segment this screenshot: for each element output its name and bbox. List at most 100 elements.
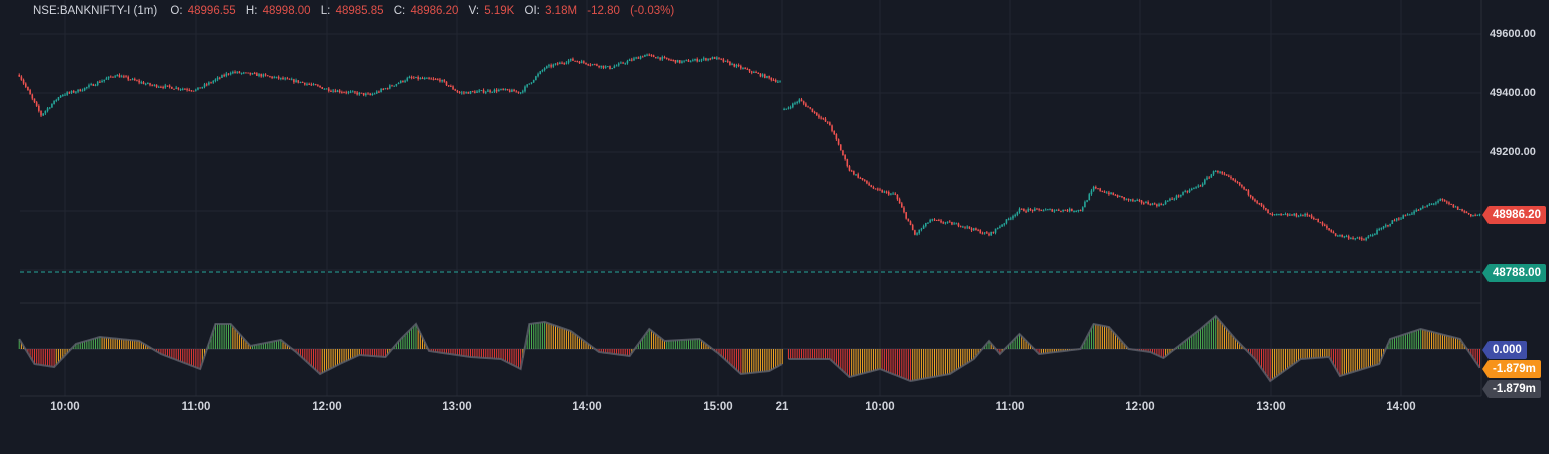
candle — [628, 58, 631, 62]
candle — [1426, 204, 1428, 208]
candle — [1428, 203, 1431, 206]
candle — [868, 181, 870, 186]
candle — [269, 75, 271, 78]
candle — [1273, 214, 1276, 216]
candle — [1119, 195, 1121, 198]
oi-value: 3.18M — [545, 5, 578, 17]
candle — [820, 115, 822, 120]
candle — [1064, 209, 1067, 211]
candle — [317, 84, 319, 87]
candle — [129, 79, 132, 81]
candle — [901, 201, 903, 208]
candle — [371, 92, 374, 96]
candle — [500, 88, 502, 91]
candle — [273, 75, 276, 79]
candle — [323, 88, 326, 90]
candle — [375, 90, 378, 95]
candle — [1099, 187, 1101, 192]
candle — [1474, 213, 1476, 217]
candle — [1378, 227, 1381, 231]
candle — [870, 184, 873, 188]
candle — [81, 88, 84, 92]
candle — [1149, 203, 1152, 206]
candle — [951, 221, 953, 226]
candle — [1459, 208, 1461, 211]
candle — [650, 54, 653, 57]
candle — [72, 89, 75, 94]
candle — [1411, 212, 1413, 215]
candle — [761, 73, 764, 78]
candle — [227, 73, 230, 76]
candle — [495, 88, 498, 94]
candle — [184, 88, 186, 90]
candle — [1073, 210, 1075, 213]
horizontal-line-price-tag[interactable]: 48788.00 — [1482, 264, 1546, 282]
candle — [1452, 204, 1455, 208]
candle — [1251, 195, 1254, 201]
candle — [330, 89, 332, 92]
candle — [748, 68, 751, 73]
candle — [386, 87, 389, 90]
candle — [670, 58, 672, 61]
candle — [1367, 234, 1370, 239]
candle — [240, 72, 243, 75]
candle — [406, 76, 409, 82]
candle — [1123, 197, 1125, 201]
candle — [127, 75, 130, 82]
candle — [157, 85, 160, 88]
candle — [659, 57, 661, 61]
candle — [916, 232, 918, 236]
low-label: L: — [320, 5, 331, 17]
candle — [1249, 194, 1252, 199]
candle — [783, 107, 785, 111]
candle — [428, 76, 430, 80]
candle — [1404, 214, 1407, 217]
candle — [942, 221, 945, 225]
candle — [519, 92, 522, 95]
candle — [458, 90, 461, 94]
candle — [384, 87, 387, 90]
candle — [1371, 233, 1374, 237]
candle — [53, 100, 55, 105]
candle — [929, 218, 931, 223]
candle — [35, 100, 38, 107]
candle — [785, 108, 788, 110]
candle — [474, 90, 476, 94]
candle — [731, 62, 733, 66]
oscillator-zero-tag: 0.000 — [1482, 341, 1527, 359]
candle — [299, 81, 302, 84]
candle — [301, 81, 304, 83]
candle — [133, 77, 136, 81]
candle — [1402, 214, 1404, 219]
candle — [66, 91, 68, 96]
candle — [713, 56, 716, 59]
candle — [1068, 207, 1071, 213]
open-value: 48996.55 — [187, 5, 236, 17]
candle — [92, 83, 95, 86]
time-tick: 21 — [775, 401, 789, 413]
candle — [874, 188, 877, 190]
candle — [59, 95, 62, 99]
candle — [460, 90, 463, 95]
candle — [1350, 237, 1352, 240]
time-tick: 12:00 — [312, 401, 342, 413]
candle — [351, 90, 354, 93]
candle — [1363, 238, 1365, 241]
candle — [1467, 212, 1470, 215]
candle — [990, 231, 992, 236]
candle — [600, 65, 603, 69]
candle — [578, 60, 581, 64]
candle — [18, 73, 21, 77]
candle — [1310, 213, 1313, 220]
candle — [88, 83, 90, 89]
last-price-tag: 48986.20 — [1482, 206, 1546, 224]
candle — [683, 60, 685, 63]
candle — [465, 91, 467, 94]
candle — [1193, 187, 1195, 190]
candle — [1450, 203, 1452, 205]
symbol-label[interactable]: NSE:BANKNIFTY-I (1m) — [33, 5, 158, 17]
candle — [535, 75, 537, 81]
candle — [1038, 208, 1040, 212]
candle — [29, 88, 31, 95]
